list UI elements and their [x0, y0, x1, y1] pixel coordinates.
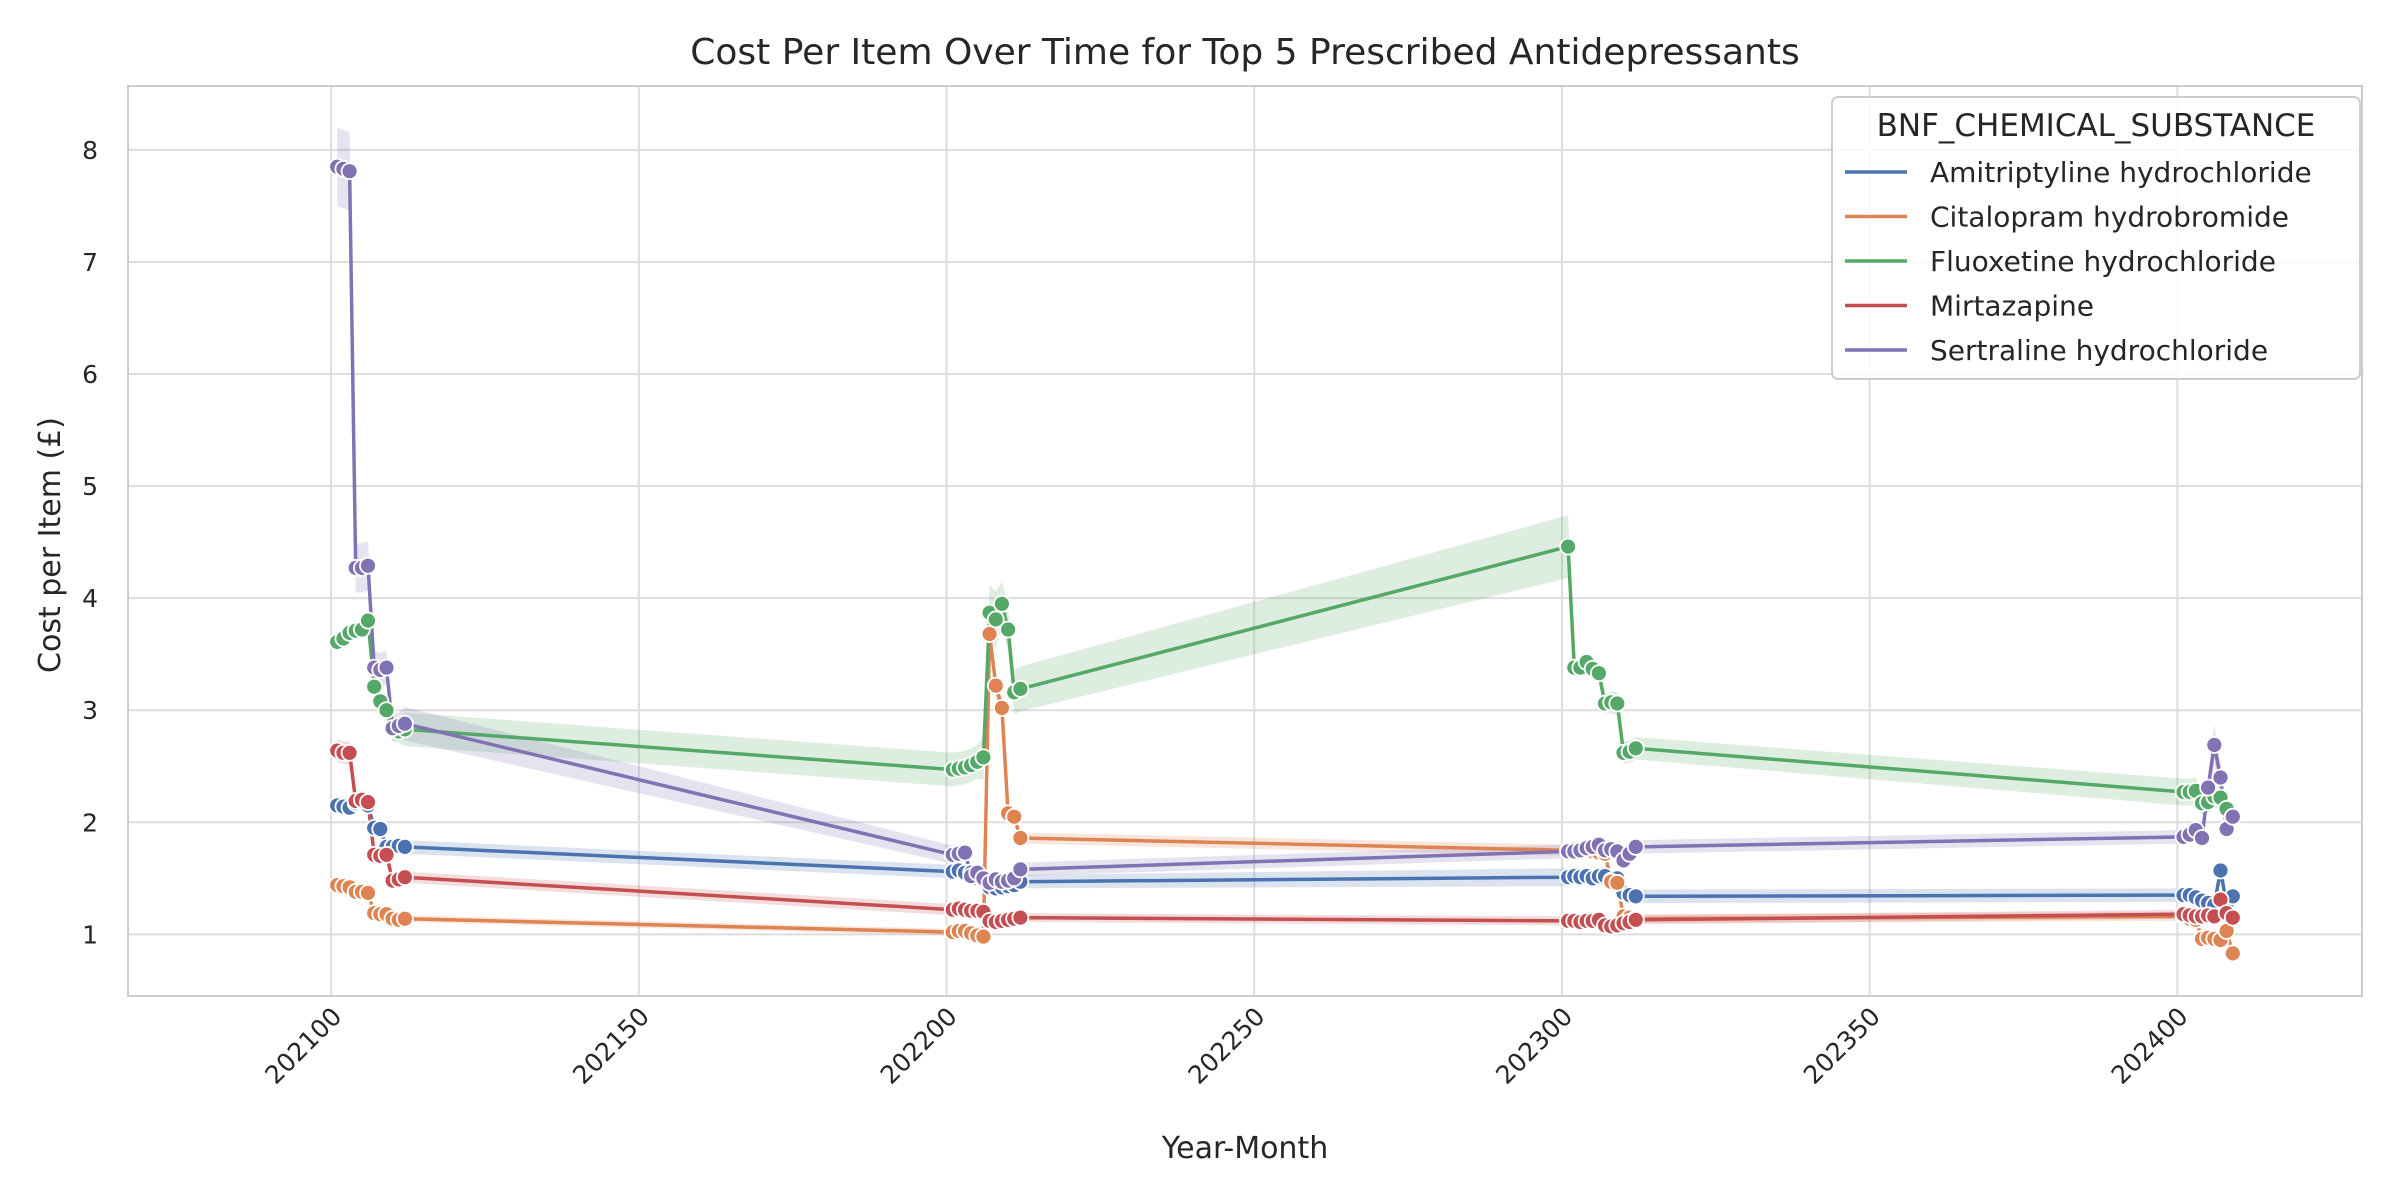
data-point [1626, 887, 1645, 906]
data-point [395, 868, 414, 887]
data-point [993, 594, 1011, 613]
confidence-band [337, 739, 2233, 931]
data-point [340, 162, 359, 181]
y-axis-title: Cost per Item (£) [33, 417, 68, 673]
data-point [980, 625, 999, 643]
y-tick-label: 8 [82, 136, 98, 165]
y-axis-ticks: 1 2 3 4 5 6 7 8 [82, 136, 98, 949]
data-point [365, 677, 384, 696]
legend-label: Citalopram hydrobromide [1930, 201, 2289, 234]
data-point [377, 845, 396, 864]
legend-label: Amitriptyline hydrochloride [1930, 156, 2312, 189]
legend-label: Sertraline hydrochloride [1930, 334, 2268, 367]
legend-items: Amitriptyline hydrochloride Citalopram hy… [1845, 156, 2312, 367]
data-point [377, 701, 396, 720]
x-axis-title: Year-Month [1161, 1131, 1328, 1166]
data-point [1559, 537, 1577, 556]
confidence-bands [337, 127, 2233, 958]
data-point [340, 743, 359, 762]
data-point [1608, 873, 1627, 892]
confidence-band [337, 620, 2233, 958]
data-point [2223, 908, 2242, 927]
data-point [1626, 910, 1645, 929]
data-point [1626, 739, 1645, 758]
legend: BNF_CHEMICAL_SUBSTANCE Amitriptyline hyd… [1831, 96, 2361, 380]
data-point [974, 927, 993, 946]
data-point [359, 556, 377, 575]
data-point [377, 658, 396, 677]
legend-label: Mirtazapine [1930, 290, 2094, 323]
chart-title: Cost Per Item Over Time for Top 5 Prescr… [690, 32, 1799, 73]
data-point [395, 838, 414, 856]
y-tick-label: 2 [82, 808, 98, 837]
legend-label: Fluoxetine hydrochloride [1930, 245, 2276, 278]
data-point [1005, 807, 1024, 826]
y-tick-label: 4 [82, 584, 98, 613]
data-point [2193, 829, 2211, 847]
y-tick-label: 1 [82, 920, 98, 949]
data-point [2205, 736, 2224, 754]
data-point [371, 820, 390, 838]
data-point [956, 843, 974, 862]
data-point [986, 610, 1005, 629]
data-point [2199, 778, 2218, 797]
data-point [1011, 680, 1030, 698]
data-point [2211, 768, 2230, 787]
data-point [974, 748, 993, 767]
y-tick-label: 5 [82, 472, 98, 501]
y-tick-label: 6 [82, 360, 98, 389]
confidence-band [337, 515, 2233, 829]
data-point [1626, 838, 1645, 856]
data-point [999, 620, 1017, 639]
data-point [359, 793, 377, 811]
data-point [2223, 807, 2242, 826]
data-point [359, 611, 377, 630]
data-point [1011, 829, 1030, 847]
data-point [1011, 860, 1030, 879]
data-point [2211, 861, 2230, 880]
data-point [2223, 944, 2242, 963]
data-point [395, 714, 414, 733]
data-point [395, 909, 414, 928]
data-point [993, 699, 1011, 717]
data-point [1608, 694, 1627, 713]
legend-title: BNF_CHEMICAL_SUBSTANCE [1877, 108, 2316, 144]
data-point [1590, 664, 1608, 683]
series-markers [328, 157, 2242, 963]
data-point [359, 884, 377, 902]
confidence-band [337, 797, 2233, 912]
data-point [986, 676, 1005, 695]
y-tick-label: 7 [82, 248, 98, 277]
plot-area-frame [127, 85, 2363, 997]
grid-lines [128, 86, 2362, 996]
data-point [1011, 908, 1030, 927]
y-tick-label: 3 [82, 696, 98, 725]
legend-box [1831, 96, 2361, 380]
